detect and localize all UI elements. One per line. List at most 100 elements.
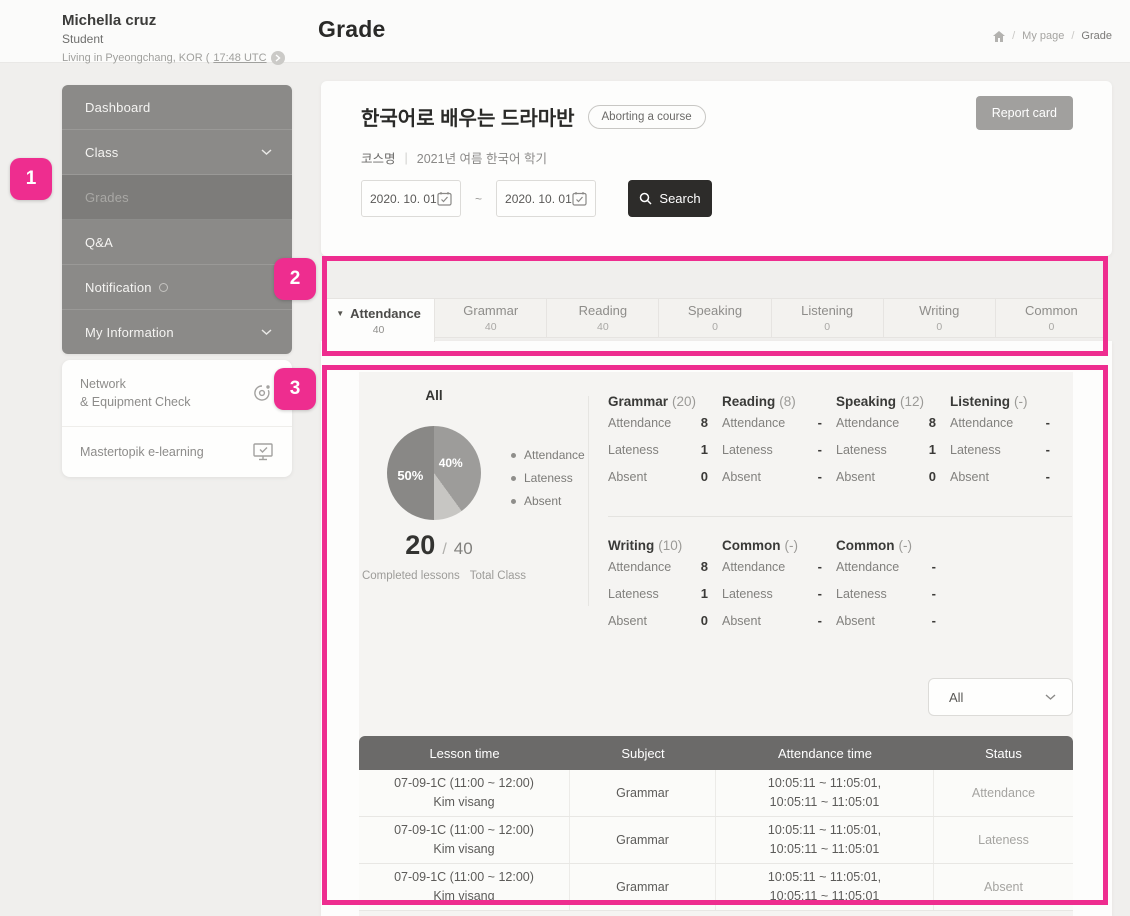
stat-label: Lateness — [836, 442, 887, 457]
subject-cell: Grammar — [616, 879, 669, 894]
date-from-input[interactable]: 2020. 10. 01 — [361, 180, 461, 217]
stat-label: Attendance — [836, 559, 900, 574]
completed-label: Completed lessons — [361, 570, 460, 582]
tab-common[interactable]: Common 0 — [994, 298, 1108, 338]
subject-count: (10) — [658, 538, 683, 553]
stat-value: 1 — [700, 586, 708, 601]
stat-value: 8 — [700, 559, 708, 574]
tab-writing[interactable]: Writing 0 — [882, 298, 996, 338]
stat-label: Attendance — [836, 415, 900, 430]
breadcrumb: / My page / Grade — [993, 30, 1112, 42]
stat-value: - — [817, 559, 822, 574]
subject-stats-grammar: Grammar (20) Attendance 8 Lateness 1 Absent… — [608, 394, 708, 490]
subject-stats-common-2: Common (-) Attendance - Lateness - Absent - — [836, 538, 936, 634]
tool-label-line1: Network — [80, 377, 126, 391]
table-header: Lesson time Subject Attendance time Stat… — [359, 736, 1073, 770]
date-to-value: 2020. 10. 01 — [505, 191, 572, 206]
stat-value: - — [817, 613, 822, 628]
network-equipment-check-link[interactable]: Network & Equipment Check — [62, 360, 292, 426]
breadcrumb-separator: / — [1012, 30, 1016, 42]
sidebar-item-my-information[interactable]: My Information — [62, 310, 292, 354]
calendar-icon[interactable] — [437, 191, 452, 206]
stat-label: Lateness — [722, 586, 773, 601]
sidebar-item-class[interactable]: Class — [62, 130, 292, 175]
subject-name: Common — [836, 538, 895, 553]
tab-label: Grammar — [463, 303, 519, 318]
sidebar-item-dashboard[interactable]: Dashboard — [62, 85, 292, 130]
subject-stats-listening: Listening (-) Attendance - Lateness - Absen… — [950, 394, 1050, 490]
attendance-time: 10:05:11 ~ 11:05:01 — [769, 842, 880, 856]
sidebar-item-label: Dashboard — [85, 99, 151, 115]
pie-label-50: 50% — [397, 468, 424, 484]
subject-cell: Grammar — [616, 832, 669, 847]
report-card-button[interactable]: Report card — [975, 96, 1073, 130]
tab-count: 40 — [484, 321, 497, 333]
table-row: 07-09-1C (11:00 ~ 12:00) Kim visang Gramm… — [359, 817, 1073, 864]
status-filter-dropdown[interactable]: All — [928, 678, 1073, 716]
table-header-lesson-time: Lesson time — [429, 745, 500, 761]
course-meta-label: 코스명 — [361, 152, 396, 166]
date-to-input[interactable]: 2020. 10. 01 — [496, 180, 597, 217]
legend-label: Absent — [524, 494, 562, 508]
tab-reading[interactable]: Reading 40 — [546, 298, 660, 338]
subject-tabs: ▼ Attendance 40 Grammar 40 Reading 40 Spe… — [322, 298, 1108, 342]
home-icon[interactable] — [993, 30, 1006, 42]
stat-value: - — [931, 586, 936, 601]
tab-label: Listening — [801, 303, 854, 318]
mastertopik-elearning-link[interactable]: Mastertopik e-learning — [62, 426, 292, 477]
subject-count: (-) — [1014, 394, 1028, 409]
stat-value: - — [817, 586, 822, 601]
sidebar-item-qna[interactable]: Q&A — [62, 220, 292, 265]
date-range-separator: ~ — [475, 191, 483, 206]
stat-label: Absent — [950, 469, 989, 484]
lesson-teacher: Kim visang — [433, 795, 495, 809]
tab-listening[interactable]: Listening 0 — [770, 298, 884, 338]
pie-label-40: 40% — [438, 456, 463, 471]
search-button[interactable]: Search — [628, 180, 713, 217]
horizontal-divider — [608, 516, 1072, 517]
course-title: 한국어로 배우는 드라마반 — [361, 108, 575, 130]
status-cell: Absent — [984, 879, 1023, 894]
breadcrumb-separator: / — [1071, 30, 1075, 42]
legend-dot-icon — [511, 452, 516, 458]
lesson-teacher: Kim visang — [433, 889, 495, 903]
pie-chart-title: All — [425, 388, 443, 403]
subject-cell: Grammar — [616, 785, 669, 800]
sidebar-item-grades[interactable]: Grades — [62, 175, 292, 220]
tab-label: Writing — [919, 303, 960, 318]
sidebar-item-notification[interactable]: Notification — [62, 265, 292, 310]
tab-count: 40 — [597, 321, 609, 333]
annotation-badge-3: 3 — [274, 368, 316, 410]
course-meta-value: 2021년 여름 한국어 학기 — [416, 152, 547, 166]
stat-label: Lateness — [608, 442, 659, 457]
status-cell: Attendance — [971, 785, 1036, 800]
attendance-time: 10:05:11 ~ 11:05:01 — [769, 795, 880, 809]
lesson-time: 07-09-1C (11:00 ~ 12:00) — [394, 776, 534, 791]
utc-time-link[interactable]: 17:48 UTC — [213, 52, 267, 64]
date-from-value: 2020. 10. 01 — [370, 191, 437, 206]
annotation-badge-1: 1 — [10, 158, 52, 200]
tab-speaking[interactable]: Speaking 0 — [658, 298, 772, 338]
course-status-badge: Aborting a course — [587, 104, 706, 129]
chevron-right-circle-icon[interactable] — [270, 51, 285, 65]
stat-label: Attendance — [950, 415, 1014, 430]
lesson-time: 07-09-1C (11:00 ~ 12:00) — [394, 870, 534, 885]
tab-grammar[interactable]: Grammar 40 — [434, 298, 548, 338]
search-button-label: Search — [659, 191, 701, 206]
sidebar-item-label: Notification — [85, 279, 152, 295]
stat-value: - — [817, 469, 822, 484]
stat-label: Absent — [608, 613, 647, 628]
calendar-icon[interactable] — [572, 191, 587, 206]
attendance-time: 10:05:11 ~ 11:05:01, — [767, 870, 882, 885]
sidebar-item-label: My Information — [85, 324, 174, 340]
table-header-status: Status — [985, 745, 1022, 761]
stat-value: - — [817, 442, 822, 457]
attendance-pie: 50% 40% — [387, 426, 481, 520]
legend-dot-icon — [511, 475, 516, 481]
status-filter-value: All — [949, 689, 964, 705]
tool-label: Mastertopik e-learning — [80, 445, 204, 460]
tab-attendance[interactable]: ▼ Attendance 40 — [322, 298, 436, 342]
table-row: 07-09-1C (11:00 ~ 12:00) Kim visang Gramm… — [359, 770, 1073, 817]
stat-value: 8 — [928, 415, 936, 430]
breadcrumb-my-page[interactable]: My page — [1022, 30, 1065, 42]
